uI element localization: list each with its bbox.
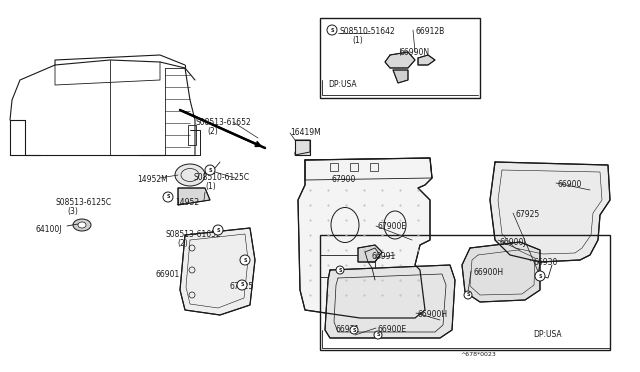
Text: 64100J: 64100J [35, 225, 61, 234]
Bar [320, 235, 610, 350]
Text: (2): (2) [207, 127, 218, 136]
Text: S08510-6125C: S08510-6125C [193, 173, 249, 182]
Circle shape [213, 225, 223, 235]
Circle shape [336, 266, 344, 274]
Text: 66900H: 66900H [418, 310, 448, 319]
Text: S08513-6125C: S08513-6125C [55, 198, 111, 207]
Polygon shape [385, 52, 415, 68]
Text: 66900E: 66900E [378, 325, 407, 334]
Text: S: S [240, 282, 244, 288]
Text: (1): (1) [352, 36, 363, 45]
Text: (3): (3) [67, 207, 78, 216]
Text: (2): (2) [177, 239, 188, 248]
Text: 66912B: 66912B [415, 27, 444, 36]
Text: S: S [166, 195, 170, 199]
Circle shape [240, 255, 250, 265]
Text: DP:USA: DP:USA [533, 330, 562, 339]
Text: S08513-61652: S08513-61652 [195, 118, 251, 127]
Text: (1): (1) [205, 182, 216, 191]
Text: S: S [339, 267, 342, 273]
Text: S: S [352, 327, 356, 333]
Text: S: S [330, 28, 333, 32]
Text: 67900E: 67900E [378, 222, 407, 231]
Circle shape [464, 291, 472, 299]
Polygon shape [358, 245, 382, 262]
Text: ^678*0023: ^678*0023 [460, 352, 496, 357]
Polygon shape [298, 158, 432, 318]
Text: 16419M: 16419M [290, 128, 321, 137]
Text: 14952: 14952 [175, 198, 199, 207]
Text: 66991: 66991 [372, 252, 396, 261]
Text: 66901: 66901 [155, 270, 179, 279]
Bar [188, 125, 196, 145]
Bar [350, 163, 358, 171]
Text: 66931: 66931 [336, 325, 360, 334]
Polygon shape [325, 265, 455, 338]
Ellipse shape [73, 219, 91, 231]
Polygon shape [295, 140, 310, 155]
Text: S: S [216, 228, 220, 232]
Circle shape [205, 165, 215, 175]
Text: S: S [243, 257, 247, 263]
Polygon shape [462, 242, 540, 302]
Text: 66990N: 66990N [400, 48, 430, 57]
Polygon shape [418, 55, 435, 65]
Circle shape [350, 326, 358, 334]
Text: 67925: 67925 [515, 210, 540, 219]
Text: DP:USA: DP:USA [328, 80, 356, 89]
Circle shape [374, 331, 382, 339]
Text: 67925: 67925 [230, 282, 254, 291]
Text: S: S [538, 273, 541, 279]
Text: S08510-51642: S08510-51642 [340, 27, 396, 36]
Bar [330, 163, 338, 171]
Text: 66900: 66900 [558, 180, 582, 189]
Text: 66900J: 66900J [500, 238, 527, 247]
Polygon shape [490, 162, 610, 262]
Text: S: S [467, 292, 470, 298]
Text: 66900H: 66900H [474, 268, 504, 277]
Text: 66930: 66930 [533, 258, 557, 267]
Circle shape [327, 25, 337, 35]
Circle shape [535, 271, 545, 281]
Polygon shape [393, 70, 408, 83]
Text: 14952M: 14952M [137, 175, 168, 184]
Polygon shape [180, 228, 255, 315]
Text: S: S [376, 333, 380, 337]
Bar [320, 255, 375, 277]
Text: 67900: 67900 [332, 175, 356, 184]
Bar [370, 163, 378, 171]
Bar [320, 18, 480, 98]
Circle shape [237, 280, 247, 290]
Ellipse shape [78, 222, 86, 228]
Circle shape [163, 192, 173, 202]
Ellipse shape [175, 164, 205, 186]
Text: S08513-61652: S08513-61652 [165, 230, 221, 239]
Polygon shape [178, 188, 210, 205]
Text: S: S [208, 167, 212, 173]
